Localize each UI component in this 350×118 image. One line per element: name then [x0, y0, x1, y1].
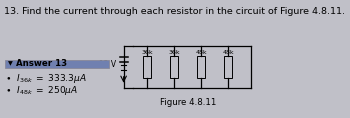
- Bar: [170, 56, 178, 78]
- Bar: [224, 56, 232, 78]
- Text: 13. Find the current through each resistor in the circuit of Figure 4.8.11.: 13. Find the current through each resist…: [4, 7, 345, 16]
- Text: $\bullet$  $I_{48k}\ =\ 250\mu A$: $\bullet$ $I_{48k}\ =\ 250\mu A$: [5, 84, 78, 97]
- Text: 48k: 48k: [222, 50, 234, 55]
- Text: 48k: 48k: [195, 50, 207, 55]
- Bar: [143, 56, 151, 78]
- Text: $\bullet$  $I_{36k}\ =\ 333.3\mu A$: $\bullet$ $I_{36k}\ =\ 333.3\mu A$: [5, 72, 86, 85]
- Bar: [5, 60, 110, 68]
- Text: Figure 4.8.11: Figure 4.8.11: [160, 98, 216, 107]
- Text: 36k: 36k: [168, 50, 180, 55]
- Text: 12 V: 12 V: [99, 60, 116, 69]
- Text: 36k: 36k: [141, 50, 153, 55]
- Text: Answer 13: Answer 13: [16, 59, 67, 68]
- Bar: [197, 56, 205, 78]
- Text: ▼: ▼: [8, 61, 13, 66]
